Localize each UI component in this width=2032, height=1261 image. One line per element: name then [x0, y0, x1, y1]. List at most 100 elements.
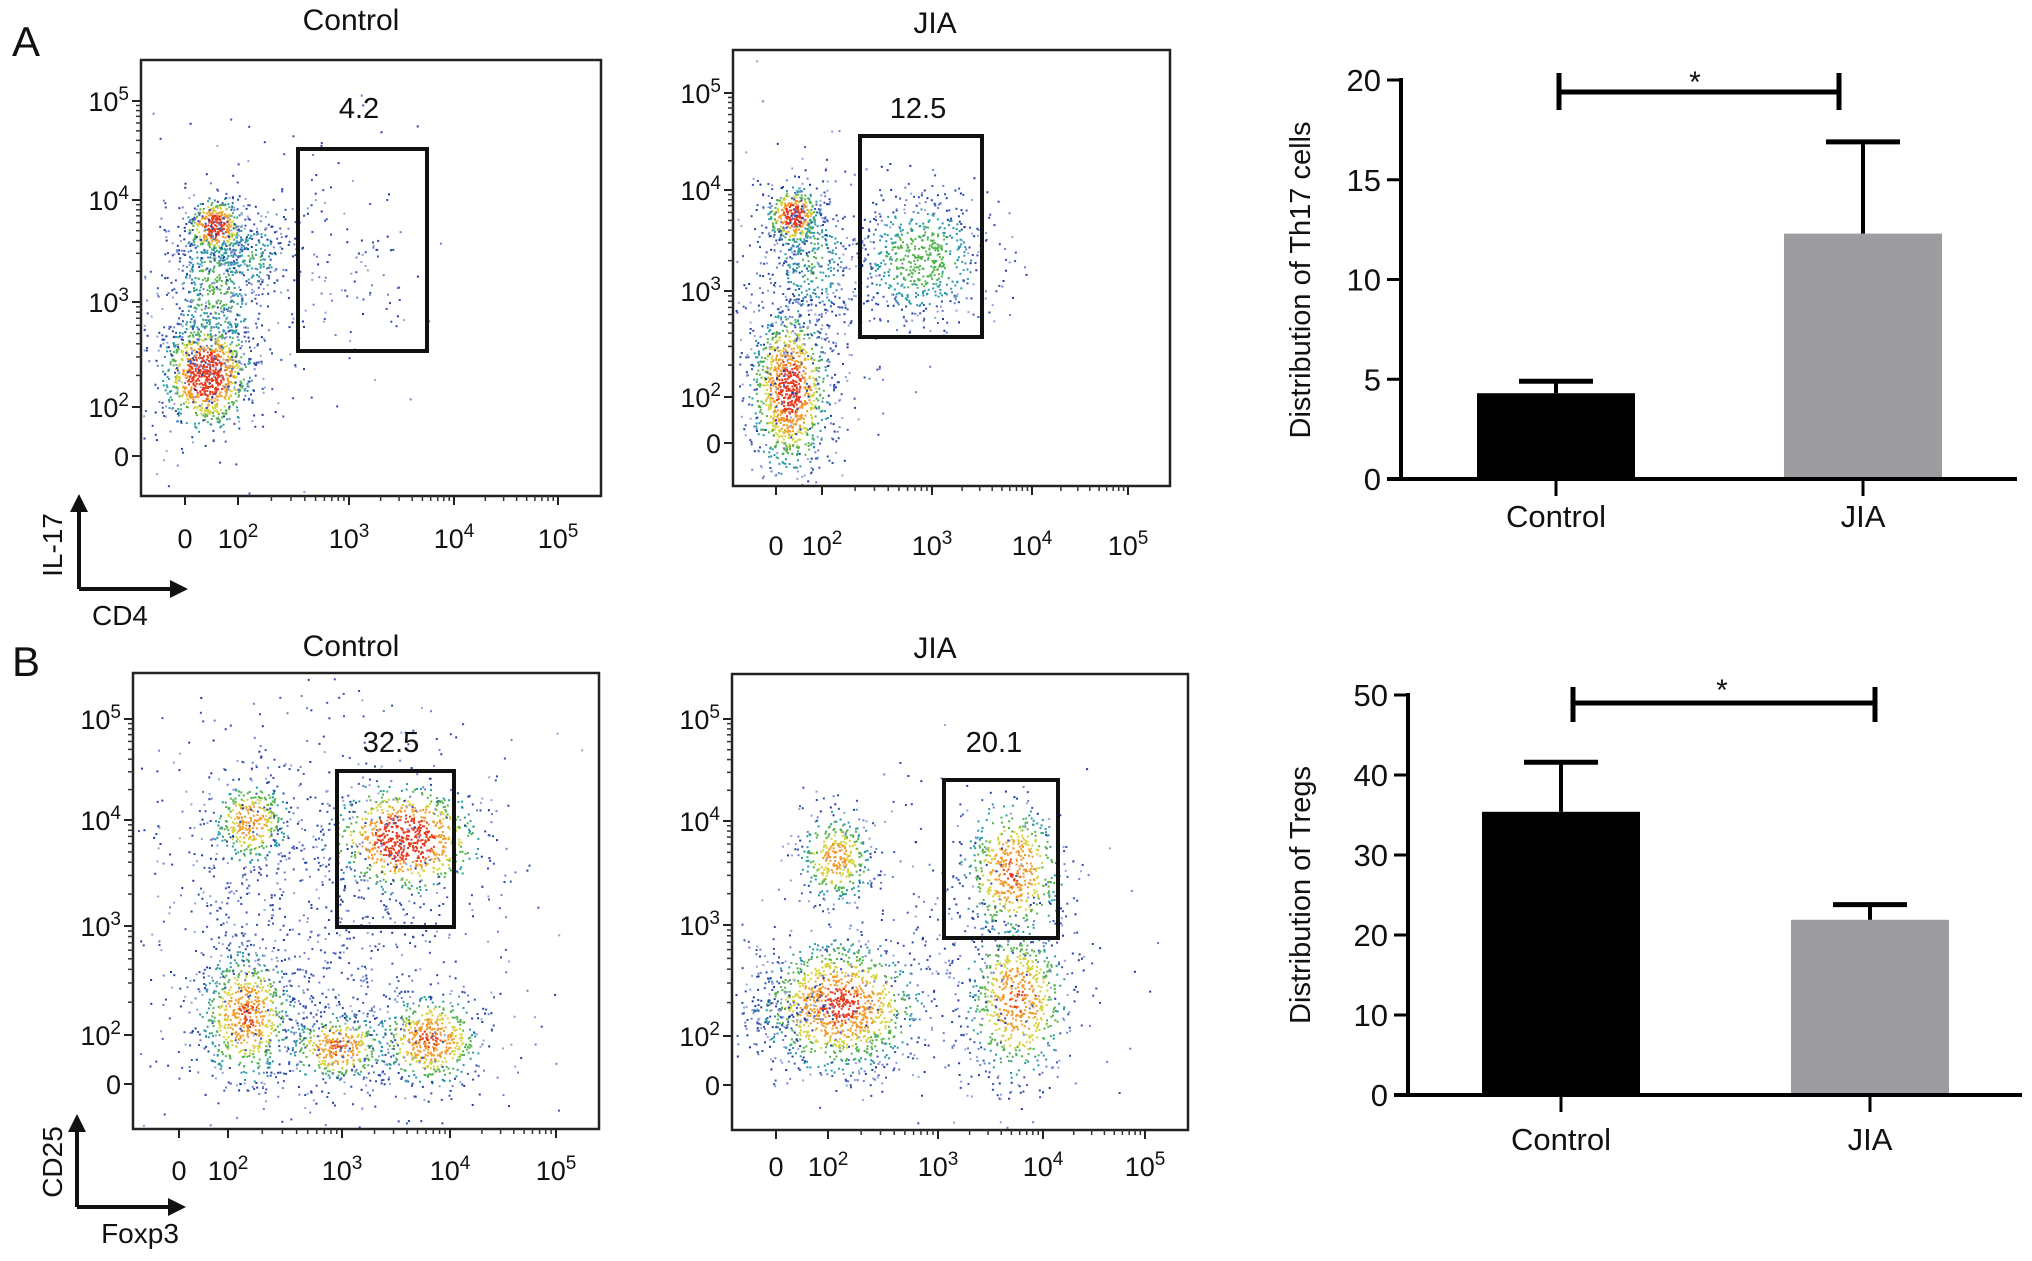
event-dot [940, 248, 943, 251]
event-dot [814, 387, 817, 390]
event-dot [791, 391, 794, 394]
event-dot [798, 220, 801, 223]
event-dot [228, 370, 231, 373]
event-dot [786, 370, 789, 373]
event-dot [878, 365, 881, 368]
event-dot [280, 232, 283, 235]
event-dot [180, 338, 183, 341]
event-dot [771, 197, 773, 199]
event-dot [173, 345, 176, 347]
event-dot [221, 336, 224, 339]
event-dot [233, 366, 236, 369]
event-dot [206, 351, 209, 354]
event-dot [197, 220, 200, 223]
event-dot [827, 401, 830, 404]
event-dot [802, 222, 805, 225]
event-dot [1002, 280, 1005, 282]
event-dot [260, 336, 263, 339]
event-dot [313, 253, 316, 256]
event-dot [783, 363, 786, 366]
event-dot [795, 223, 798, 226]
event-dot [214, 340, 217, 343]
event-dot [799, 428, 802, 431]
event-dot [215, 300, 218, 303]
event-dot [807, 282, 810, 285]
event-dot [833, 385, 835, 388]
event-dot [953, 295, 956, 298]
event-dot [169, 325, 172, 328]
event-dot [257, 317, 260, 320]
event-dot [769, 421, 772, 424]
event-dot [215, 390, 218, 393]
event-dot [788, 394, 791, 397]
event-dot [280, 291, 283, 294]
event-dot [177, 225, 180, 228]
event-dot [172, 407, 174, 409]
event-dot [205, 224, 208, 227]
event-dot [797, 249, 800, 252]
event-dot [814, 404, 817, 407]
event-dot [939, 265, 942, 268]
event-dot [924, 231, 927, 234]
event-dot [780, 221, 783, 224]
event-dot [909, 280, 912, 283]
event-dot [210, 230, 213, 233]
gate-rectangle[interactable] [296, 147, 429, 353]
event-dot [255, 249, 257, 251]
event-dot [807, 209, 810, 212]
event-dot [207, 214, 210, 217]
event-dot [232, 376, 235, 378]
event-dot [801, 229, 804, 232]
event-dot [353, 280, 356, 283]
event-dot [239, 306, 242, 308]
event-dot [190, 282, 193, 285]
event-dot [166, 386, 169, 389]
event-dot [790, 218, 793, 221]
event-dot [1011, 236, 1014, 239]
event-dot [826, 293, 829, 296]
event-dot [794, 202, 797, 205]
event-dot [930, 265, 933, 268]
event-dot [769, 234, 772, 237]
event-dot [180, 351, 183, 354]
event-dot [889, 226, 892, 229]
event-dot [788, 248, 791, 251]
event-dot [231, 202, 234, 205]
event-dot [826, 180, 829, 183]
event-dot [825, 239, 828, 242]
event-dot [840, 288, 843, 291]
event-dot [806, 267, 808, 270]
event-dot [851, 243, 854, 246]
event-dot [214, 372, 217, 375]
event-dot [318, 276, 321, 279]
event-dot [216, 228, 219, 230]
plot-title: Control [303, 4, 400, 37]
event-dot [314, 199, 317, 202]
event-dot [207, 404, 210, 407]
event-dot [222, 348, 225, 351]
event-dot [825, 229, 828, 232]
event-dot [909, 164, 912, 167]
event-dot [217, 239, 220, 242]
event-dot [966, 268, 969, 271]
event-dot [156, 473, 159, 476]
event-dot [226, 291, 229, 294]
event-dot [787, 277, 790, 280]
event-dot [798, 400, 801, 403]
event-dot [230, 261, 232, 264]
event-dot [196, 215, 199, 218]
event-dot [209, 312, 212, 315]
event-dot [900, 308, 903, 311]
event-dot [226, 418, 228, 421]
event-dot [198, 266, 201, 268]
event-dot [849, 322, 852, 325]
event-dot [756, 344, 759, 347]
event-dot [206, 237, 209, 240]
event-dot [784, 435, 787, 438]
event-dot [166, 341, 169, 344]
event-dot [291, 313, 294, 316]
event-dot [178, 260, 181, 263]
event-dot [796, 225, 799, 228]
event-dot [984, 297, 987, 300]
event-dot [197, 298, 200, 301]
